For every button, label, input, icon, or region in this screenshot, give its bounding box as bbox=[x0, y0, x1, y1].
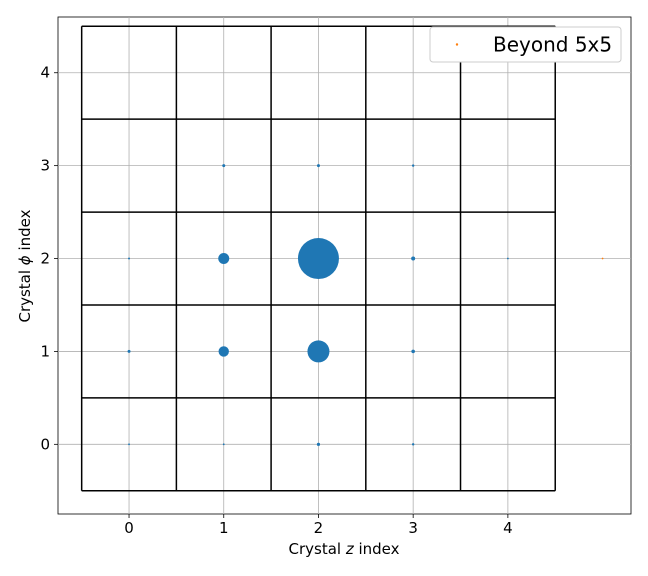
data-point bbox=[307, 340, 330, 363]
legend: Beyond 5x5 bbox=[429, 26, 622, 63]
y-tick-label: 2 bbox=[40, 250, 50, 268]
data-point bbox=[297, 238, 339, 280]
data-point bbox=[222, 164, 226, 168]
legend-label: Beyond 5x5 bbox=[493, 33, 612, 57]
y-tick-label: 3 bbox=[40, 157, 50, 175]
data-point bbox=[218, 253, 230, 265]
data-point bbox=[506, 257, 509, 260]
x-tick-label: 3 bbox=[408, 519, 418, 537]
legend-box bbox=[429, 26, 622, 63]
y-tick-label: 0 bbox=[40, 435, 50, 453]
data-point bbox=[127, 349, 131, 353]
data-point bbox=[128, 443, 130, 446]
data-point bbox=[411, 164, 415, 167]
x-axis-label: Crystal z index bbox=[288, 540, 399, 558]
beyond-5x5-point bbox=[601, 257, 604, 260]
data-point bbox=[316, 164, 320, 168]
crystal-boundaries bbox=[80, 25, 556, 492]
y-tick-label: 1 bbox=[40, 342, 50, 360]
data-points bbox=[127, 164, 604, 446]
x-tick-label: 2 bbox=[314, 519, 324, 537]
plot-area bbox=[57, 16, 632, 515]
legend-marker bbox=[455, 43, 459, 46]
y-tick-label: 4 bbox=[40, 64, 50, 82]
x-tick-label: 1 bbox=[219, 519, 229, 537]
x-tick-label: 4 bbox=[503, 519, 513, 537]
grid-lines bbox=[58, 17, 631, 514]
y-axis-label: Crystal ϕ index bbox=[16, 209, 34, 322]
data-point bbox=[411, 443, 415, 446]
data-point bbox=[218, 346, 229, 357]
axis-ticks: 0 1 2 3 4 0 1 2 3 4 bbox=[40, 64, 512, 537]
data-point bbox=[316, 442, 321, 446]
data-point bbox=[411, 349, 415, 354]
data-point bbox=[128, 257, 131, 260]
data-point bbox=[411, 256, 416, 261]
data-point bbox=[222, 443, 225, 446]
x-tick-label: 0 bbox=[124, 519, 134, 537]
